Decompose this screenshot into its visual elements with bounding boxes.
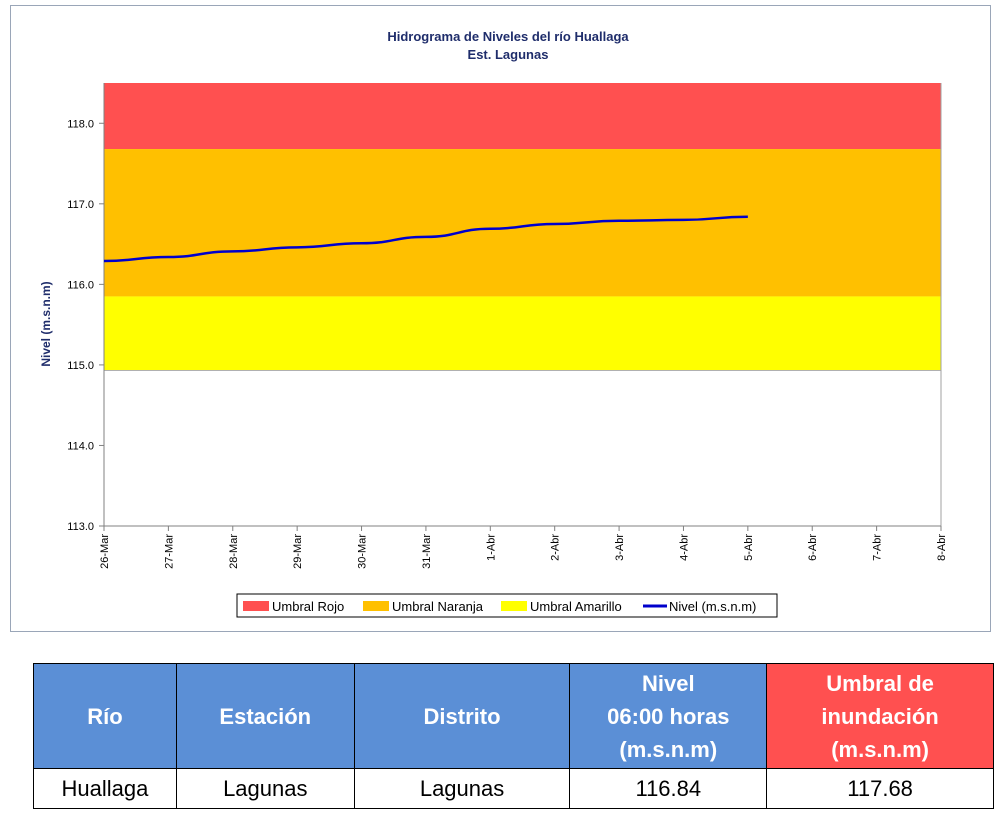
x-tick-label: 31-Mar xyxy=(421,534,433,569)
band-umbral-amarillo xyxy=(104,296,941,371)
legend-label: Umbral Naranja xyxy=(392,599,484,614)
legend-label: Umbral Rojo xyxy=(272,599,344,614)
header-line: 06:00 horas xyxy=(607,703,730,729)
header-umbral: Umbral de inundación (m.s.n.m) xyxy=(766,663,994,769)
header-rio: Río xyxy=(33,663,177,769)
header-nivel: Nivel 06:00 horas (m.s.n.m) xyxy=(569,663,768,769)
legend-swatch xyxy=(363,601,389,611)
station-table: Río Estación Distrito Nivel 06:00 horas (m… xyxy=(33,663,994,809)
legend-label: Nivel (m.s.n.m) xyxy=(669,599,756,614)
x-tick-label: 6-Abr xyxy=(807,534,819,561)
header-line: (m.s.n.m) xyxy=(831,736,929,762)
cell-nivel: 116.84 xyxy=(569,768,768,809)
x-tick-label: 27-Mar xyxy=(163,534,175,569)
header-line: Umbral de xyxy=(826,670,934,696)
table-header-row: Río Estación Distrito Nivel 06:00 horas (m… xyxy=(33,663,994,769)
y-tick-label: 117.0 xyxy=(67,199,94,211)
header-line: inundación xyxy=(821,703,939,729)
header-line: (m.s.n.m) xyxy=(619,736,718,762)
y-axis-label: Nivel (m.s.n.m) xyxy=(39,281,53,366)
legend-label: Umbral Amarillo xyxy=(530,599,622,614)
x-tick-label: 30-Mar xyxy=(357,534,369,569)
x-tick-label: 8-Abr xyxy=(936,534,948,561)
cell-rio: Huallaga xyxy=(33,768,177,809)
chart-title: Hidrograma de Niveles del río Huallaga xyxy=(387,29,629,44)
x-tick-label: 26-Mar xyxy=(99,534,111,569)
x-tick-label: 5-Abr xyxy=(743,534,755,561)
cell-umbral: 117.68 xyxy=(766,768,994,809)
plot-area: 113.0 114.0 115.0 116.0 117.0 118.0 26-Mar 27-M… xyxy=(67,83,948,569)
x-tick-label: 2-Abr xyxy=(550,534,562,561)
x-tick-label: 7-Abr xyxy=(872,534,884,561)
x-tick-label: 4-Abr xyxy=(678,534,690,561)
y-tick-label: 114.0 xyxy=(67,440,94,452)
legend: Umbral Rojo Umbral Naranja Umbral Amarillo… xyxy=(236,593,778,618)
x-tick-label: 28-Mar xyxy=(228,534,240,569)
x-tick-label: 29-Mar xyxy=(292,534,304,569)
legend-swatch xyxy=(243,601,269,611)
chart-subtitle: Est. Lagunas xyxy=(468,47,549,62)
header-line: Nivel xyxy=(642,670,695,696)
y-tick-label: 116.0 xyxy=(67,279,94,291)
table-row: Huallaga Lagunas Lagunas 116.84 117.68 xyxy=(33,768,994,809)
legend-swatch xyxy=(501,601,527,611)
hydrograph-chart: Hidrograma de Niveles del río Huallaga E… xyxy=(39,29,948,618)
y-tick-label: 118.0 xyxy=(67,118,94,130)
cell-estacion: Lagunas xyxy=(175,768,355,809)
band-umbral-naranja xyxy=(104,149,941,297)
x-tick-label: 3-Abr xyxy=(614,534,626,561)
header-distrito: Distrito xyxy=(353,663,571,769)
y-tick-label: 113.0 xyxy=(67,521,94,533)
chart-frame: Hidrograma de Niveles del río Huallaga E… xyxy=(10,5,991,632)
band-umbral-rojo xyxy=(104,83,941,150)
x-tick-label: 1-Abr xyxy=(485,534,497,561)
header-estacion: Estación xyxy=(175,663,355,769)
cell-distrito: Lagunas xyxy=(353,768,571,809)
y-tick-label: 115.0 xyxy=(67,360,94,372)
